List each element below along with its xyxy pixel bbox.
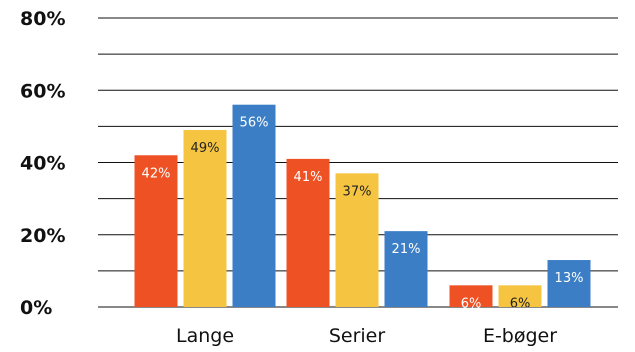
y-tick-label: 0% bbox=[20, 297, 52, 319]
bar bbox=[232, 104, 276, 307]
x-category-label: Serier bbox=[329, 325, 386, 347]
y-tick-label: 20% bbox=[20, 225, 65, 247]
bar-value-label: 13% bbox=[555, 271, 584, 286]
bar-value-label: 37% bbox=[343, 184, 372, 199]
bar bbox=[384, 231, 428, 307]
bar-value-label: 56% bbox=[240, 116, 269, 131]
bar-value-label: 41% bbox=[294, 170, 323, 185]
bar bbox=[335, 173, 379, 307]
x-category-label: Lange bbox=[176, 325, 234, 347]
bar bbox=[449, 285, 493, 307]
x-category-label: E-bøger bbox=[483, 325, 557, 347]
bar bbox=[547, 260, 591, 307]
bar bbox=[498, 285, 542, 307]
y-tick-label: 80% bbox=[20, 8, 65, 30]
bar bbox=[286, 158, 330, 307]
bar-value-label: 42% bbox=[142, 166, 171, 181]
bar-value-label: 6% bbox=[510, 296, 531, 311]
bar bbox=[183, 129, 227, 307]
bar-value-label: 21% bbox=[392, 242, 421, 257]
bar bbox=[134, 155, 178, 307]
bar-value-label: 49% bbox=[191, 141, 220, 156]
bar-value-label: 6% bbox=[461, 296, 482, 311]
y-tick-label: 40% bbox=[20, 153, 65, 175]
y-tick-label: 60% bbox=[20, 80, 65, 102]
